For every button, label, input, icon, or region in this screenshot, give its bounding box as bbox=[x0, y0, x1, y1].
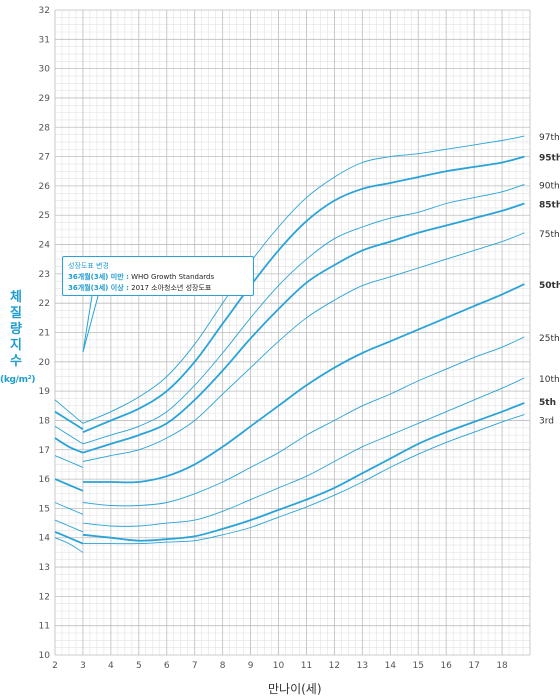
annotation-title: 성장도표 변경 bbox=[68, 262, 109, 270]
percentile-lines bbox=[54, 135, 525, 553]
who-line-10th bbox=[54, 519, 84, 533]
y-tick-label: 16 bbox=[39, 475, 51, 485]
y-tick-label: 18 bbox=[39, 416, 51, 426]
annotation-line-1: 36개월(3세) 미만 : WHO Growth Standards bbox=[68, 272, 248, 283]
y-axis-title-char: 량 bbox=[10, 322, 22, 337]
y-tick-label: 28 bbox=[39, 123, 51, 133]
percentile-line-97th bbox=[82, 135, 525, 424]
annotation-line-2-rest: 2017 소아청소년 성장도표 bbox=[128, 284, 212, 292]
x-tick-label: 17 bbox=[468, 661, 479, 671]
series-label-85th: 85th bbox=[539, 201, 560, 211]
annotation-line-2: 36개월(3세) 이상 : 2017 소아청소년 성장도표 bbox=[68, 283, 248, 294]
percentile-line-85th bbox=[82, 202, 525, 454]
x-tick-label: 6 bbox=[164, 661, 170, 671]
y-tick-label: 19 bbox=[39, 387, 51, 397]
x-tick-label: 2 bbox=[52, 661, 58, 671]
who-line-3rd bbox=[54, 537, 84, 553]
who-line-90th bbox=[54, 425, 84, 445]
y-axis-title-char: 체 bbox=[10, 290, 22, 305]
series-label-90th: 90th bbox=[539, 181, 560, 191]
y-tick-label: 10 bbox=[39, 651, 51, 661]
axis-ticks: 2 3 4 5 6 7 8 9 10 11 12 13 14 15 16 17 1810111213141516… bbox=[39, 6, 509, 671]
x-tick-label: 16 bbox=[440, 661, 452, 671]
series-label-3rd: 3rd bbox=[539, 417, 554, 427]
annotation-pointer bbox=[82, 295, 99, 353]
y-tick-label: 29 bbox=[39, 94, 51, 104]
percentile-line-5th bbox=[82, 402, 525, 542]
y-tick-label: 14 bbox=[39, 534, 51, 544]
percentile-line-75th bbox=[82, 232, 525, 462]
x-tick-label: 10 bbox=[273, 661, 285, 671]
percentile-line-10th bbox=[82, 377, 525, 527]
y-tick-label: 30 bbox=[39, 65, 51, 75]
percentile-line-95th bbox=[82, 155, 525, 434]
who-line-97th bbox=[54, 399, 84, 424]
percentile-line-90th bbox=[82, 183, 525, 445]
x-tick-label: 5 bbox=[136, 661, 142, 671]
x-tick-label: 18 bbox=[496, 661, 508, 671]
y-axis-title-char: 질 bbox=[10, 306, 22, 321]
who-line-5th bbox=[54, 531, 84, 545]
x-axis-title: 만나이(세) bbox=[268, 682, 322, 696]
percentile-line-50th bbox=[82, 283, 525, 484]
annotation-line-1-bold: 36개월(3세) 미만 : bbox=[68, 273, 129, 281]
y-tick-label: 20 bbox=[39, 358, 51, 368]
y-tick-label: 21 bbox=[39, 329, 50, 339]
y-tick-label: 22 bbox=[39, 299, 50, 309]
x-tick-label: 11 bbox=[301, 661, 312, 671]
y-axis-title-char: 지 bbox=[10, 338, 22, 353]
x-tick-label: 15 bbox=[413, 661, 424, 671]
x-tick-label: 8 bbox=[220, 661, 226, 671]
who-line-75th bbox=[54, 455, 84, 468]
series-label-95th: 95th bbox=[539, 154, 560, 164]
percentile-line-3rd bbox=[82, 414, 525, 545]
grid-major bbox=[54, 9, 531, 656]
y-tick-label: 27 bbox=[39, 153, 50, 163]
y-tick-label: 26 bbox=[39, 182, 51, 192]
x-tick-label: 13 bbox=[357, 661, 368, 671]
who-line-85th bbox=[54, 437, 84, 454]
series-label-5th: 5th bbox=[539, 398, 556, 408]
series-label-10th: 10th bbox=[539, 375, 560, 385]
y-axis-unit: (kg/m²) bbox=[0, 375, 36, 385]
y-tick-label: 15 bbox=[39, 504, 50, 514]
y-tick-label: 31 bbox=[39, 35, 50, 45]
percentile-line-25th bbox=[82, 336, 525, 507]
y-tick-label: 12 bbox=[39, 592, 50, 602]
series-label-97th: 97th bbox=[539, 133, 560, 143]
y-tick-label: 25 bbox=[39, 211, 50, 221]
y-tick-label: 23 bbox=[39, 270, 50, 280]
y-tick-label: 17 bbox=[39, 446, 50, 456]
series-label-75th: 75th bbox=[539, 230, 560, 240]
series-label-25th: 25th bbox=[539, 334, 560, 344]
x-tick-label: 14 bbox=[385, 661, 397, 671]
y-tick-label: 13 bbox=[39, 563, 50, 573]
chart-annotation-box: 성장도표 변경 36개월(3세) 미만 : WHO Growth Standar… bbox=[62, 256, 254, 296]
x-tick-label: 7 bbox=[192, 661, 198, 671]
y-axis-title-char: 수 bbox=[10, 354, 22, 369]
annotation-line-1-rest: WHO Growth Standards bbox=[128, 273, 215, 281]
percentile-labels: 97th 95th 90th 85th 75th 50th 25th 10th 5th 3rd bbox=[539, 133, 560, 427]
who-line-25th bbox=[54, 502, 84, 515]
x-tick-label: 4 bbox=[108, 661, 114, 671]
y-tick-label: 24 bbox=[39, 241, 51, 251]
x-tick-label: 3 bbox=[80, 661, 86, 671]
series-label-50th: 50th bbox=[539, 281, 560, 291]
annotation-pointer-arrow bbox=[82, 295, 99, 353]
x-tick-label: 12 bbox=[329, 661, 340, 671]
who-line-95th bbox=[54, 410, 84, 431]
annotation-line-2-bold: 36개월(3세) 이상 : bbox=[68, 284, 129, 292]
y-tick-label: 32 bbox=[39, 6, 50, 16]
y-tick-label: 11 bbox=[39, 622, 50, 632]
x-tick-label: 9 bbox=[248, 661, 254, 671]
who-line-50th bbox=[54, 478, 84, 492]
